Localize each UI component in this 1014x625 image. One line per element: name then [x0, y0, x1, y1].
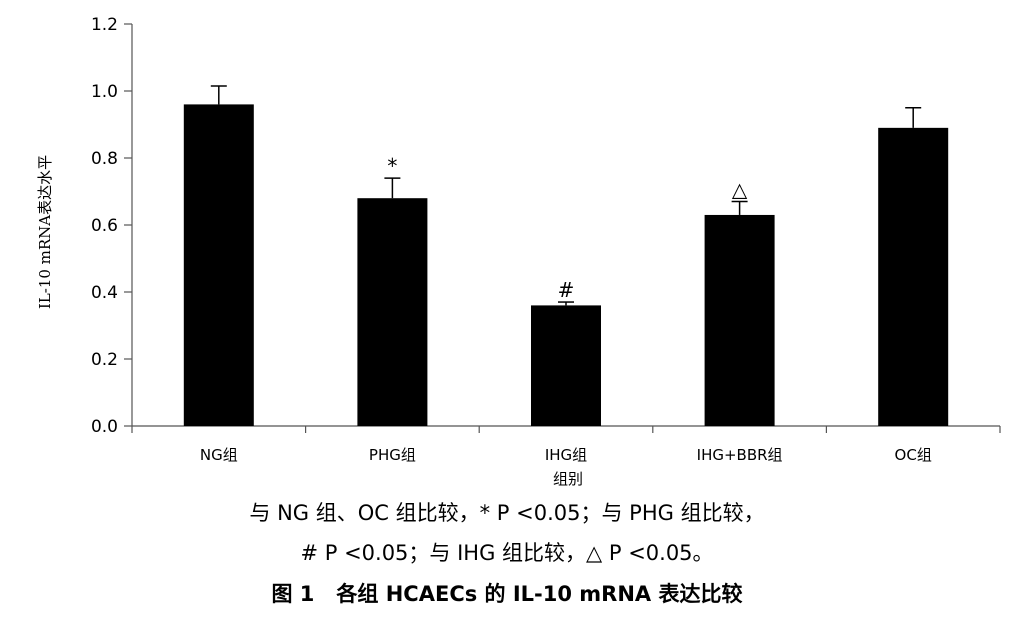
x-axis-label: 组别	[553, 470, 583, 488]
x-tick-label: NG组	[200, 446, 238, 464]
figure-title: 各组 HCAECs 的 IL-10 mRNA 表达比较	[336, 582, 743, 606]
significance-marker: #	[558, 278, 575, 302]
y-axis-label: IL-10 mRNA表达水平	[36, 155, 54, 309]
x-tick-label: IHG+BBR组	[697, 446, 783, 464]
x-tick-label: IHG组	[545, 446, 587, 464]
caption-note-line-1: 与 NG 组、OC 组比较，* P <0.05；与 PHG 组比较，	[249, 501, 765, 525]
y-tick-label: 0.2	[91, 350, 118, 370]
x-tick-label: PHG组	[369, 446, 416, 464]
bar	[878, 127, 949, 426]
y-tick-label: 1.2	[91, 15, 118, 35]
figure-number: 图 1	[271, 582, 315, 606]
y-tick-label: 1.0	[91, 82, 118, 102]
bar	[531, 305, 601, 426]
caption-note-line-2: # P <0.05；与 IHG 组比较，△ P <0.05。	[300, 541, 714, 565]
y-tick-label: 0.6	[91, 216, 118, 236]
significance-marker: △	[732, 178, 748, 202]
bar	[704, 214, 775, 426]
x-tick-label: OC组	[895, 446, 932, 464]
y-tick-label: 0.0	[91, 417, 118, 437]
figure-caption: 图 1 各组 HCAECs 的 IL-10 mRNA 表达比较	[0, 578, 1014, 608]
bar-chart: IL-10 mRNA表达水平 组别 0.0 0.2 0.4 0.6 0.8 1.0 1.2 N…	[36, 15, 1001, 488]
bar	[183, 104, 254, 427]
bar	[357, 198, 428, 426]
y-tick-label: 0.8	[91, 149, 118, 169]
y-tick-label: 0.4	[91, 283, 118, 303]
significance-marker: *	[387, 154, 397, 178]
